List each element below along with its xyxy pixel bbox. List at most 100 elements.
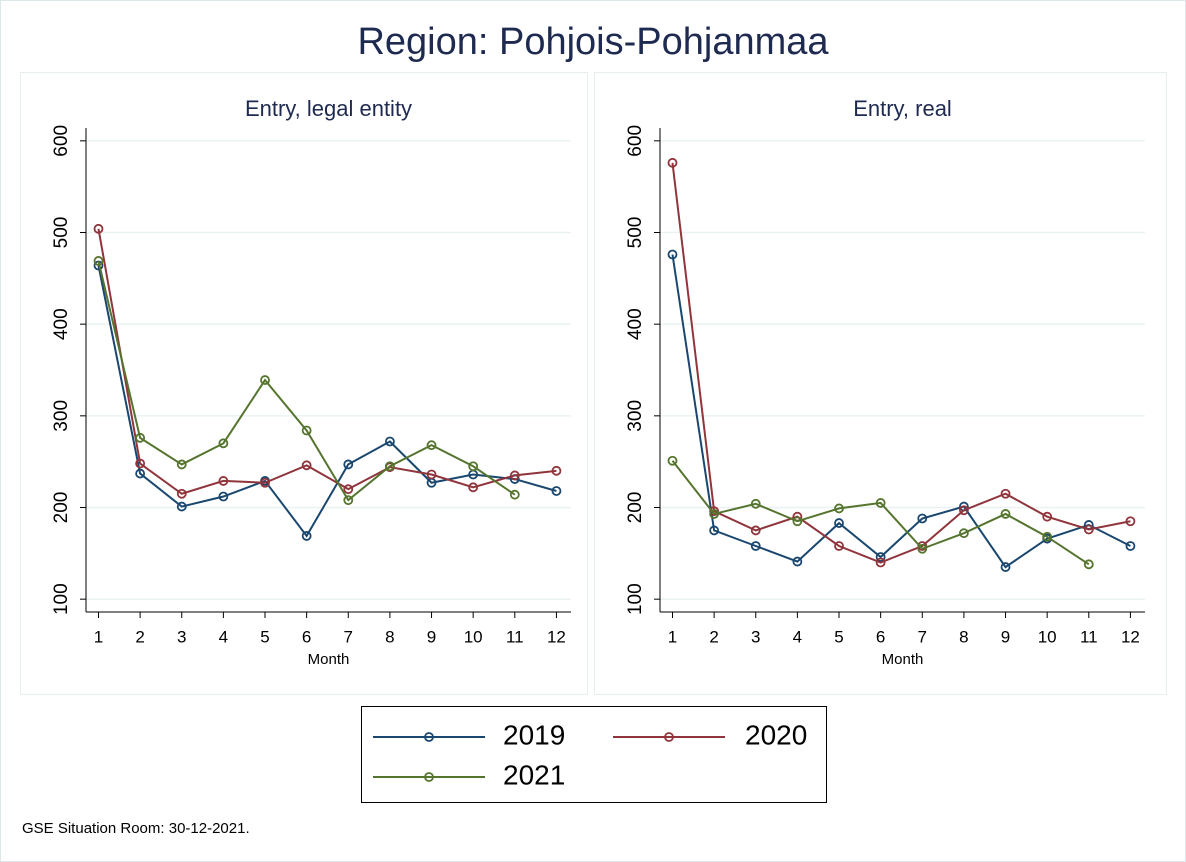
x-tick-label: 6 bbox=[876, 627, 885, 646]
y-tick-label: 400 bbox=[625, 308, 646, 340]
panel-title: Entry, legal entity bbox=[245, 96, 412, 121]
point bbox=[93, 256, 104, 266]
point bbox=[218, 476, 229, 486]
point bbox=[135, 458, 146, 469]
x-tick-label: 9 bbox=[427, 627, 436, 646]
point bbox=[875, 498, 886, 508]
point bbox=[509, 489, 520, 500]
point bbox=[875, 552, 886, 562]
y-tick-label: 600 bbox=[625, 125, 646, 157]
point bbox=[176, 459, 187, 470]
point bbox=[834, 518, 844, 528]
x-tick-label: 8 bbox=[959, 627, 968, 646]
x-axis-title: Month bbox=[308, 651, 350, 668]
y-tick-label: 300 bbox=[625, 400, 646, 432]
point bbox=[301, 425, 312, 436]
x-axis-title: Month bbox=[882, 651, 924, 668]
point bbox=[343, 495, 354, 506]
point bbox=[667, 157, 678, 168]
point bbox=[959, 505, 969, 516]
panel-frame bbox=[594, 72, 1167, 695]
point bbox=[834, 503, 844, 514]
point bbox=[750, 525, 761, 536]
point bbox=[468, 461, 479, 472]
point bbox=[1042, 511, 1053, 522]
panel-title: Entry, real bbox=[853, 96, 952, 121]
x-tick-label: 1 bbox=[668, 627, 677, 646]
point bbox=[1000, 488, 1011, 499]
point bbox=[551, 486, 562, 496]
y-tick-label: 200 bbox=[625, 492, 646, 524]
x-tick-label: 10 bbox=[464, 627, 483, 646]
legend-label: 2021 bbox=[503, 759, 565, 790]
point bbox=[959, 528, 969, 539]
chart-title: Region: Pohjois-Pohjanmaa bbox=[357, 21, 829, 63]
point bbox=[426, 469, 437, 480]
x-tick-label: 6 bbox=[302, 627, 311, 646]
panel-frame bbox=[20, 72, 588, 695]
point bbox=[260, 477, 270, 488]
x-tick-label: 11 bbox=[506, 627, 524, 646]
point bbox=[917, 513, 928, 524]
y-tick-label: 600 bbox=[51, 125, 72, 157]
point bbox=[875, 557, 886, 568]
point bbox=[792, 516, 803, 527]
point bbox=[385, 436, 395, 447]
point bbox=[667, 249, 678, 260]
x-tick-label: 12 bbox=[547, 627, 566, 646]
x-tick-label: 2 bbox=[709, 627, 718, 646]
point bbox=[1000, 509, 1011, 519]
x-tick-label: 11 bbox=[1080, 627, 1098, 646]
series-line bbox=[671, 162, 1131, 564]
x-tick-label: 8 bbox=[385, 627, 394, 646]
point bbox=[750, 541, 761, 551]
point bbox=[1000, 562, 1011, 572]
point bbox=[301, 531, 312, 541]
point bbox=[426, 440, 437, 451]
y-tick-label: 100 bbox=[51, 583, 72, 615]
point bbox=[301, 460, 312, 471]
x-tick-label: 7 bbox=[918, 627, 927, 646]
point bbox=[750, 498, 761, 509]
series-line bbox=[97, 228, 557, 495]
legend-marker bbox=[424, 732, 434, 742]
y-tick-label: 500 bbox=[625, 217, 646, 249]
x-tick-label: 5 bbox=[260, 627, 269, 646]
point bbox=[551, 465, 562, 476]
point bbox=[917, 543, 928, 554]
point bbox=[176, 501, 187, 512]
point bbox=[135, 468, 146, 479]
point bbox=[1042, 531, 1053, 542]
point bbox=[1125, 516, 1136, 527]
series-line bbox=[671, 460, 1090, 566]
point bbox=[218, 491, 229, 502]
point bbox=[343, 484, 354, 495]
x-tick-label: 5 bbox=[834, 627, 843, 646]
x-tick-label: 3 bbox=[177, 627, 186, 646]
point bbox=[176, 488, 187, 499]
x-tick-label: 9 bbox=[1001, 627, 1010, 646]
y-tick-label: 200 bbox=[51, 492, 72, 524]
note: GSE Situation Room: 30-12-2021. bbox=[22, 820, 250, 837]
series-line bbox=[97, 265, 557, 538]
point bbox=[834, 541, 844, 551]
point bbox=[343, 459, 354, 470]
y-tick-label: 400 bbox=[51, 308, 72, 340]
x-tick-label: 3 bbox=[751, 627, 760, 646]
series-line bbox=[671, 254, 1131, 569]
legend-label: 2020 bbox=[745, 719, 807, 750]
x-tick-label: 12 bbox=[1121, 627, 1140, 646]
point bbox=[1083, 524, 1094, 535]
point bbox=[792, 556, 803, 567]
point bbox=[709, 525, 720, 536]
point bbox=[509, 470, 520, 481]
point bbox=[135, 432, 146, 443]
x-tick-label: 7 bbox=[344, 627, 353, 646]
point bbox=[709, 509, 720, 519]
x-tick-label: 4 bbox=[219, 627, 228, 646]
point bbox=[667, 455, 678, 466]
x-tick-label: 1 bbox=[94, 627, 103, 646]
y-tick-label: 300 bbox=[51, 400, 72, 432]
y-tick-label: 100 bbox=[625, 583, 646, 615]
legend-label: 2019 bbox=[503, 719, 565, 750]
